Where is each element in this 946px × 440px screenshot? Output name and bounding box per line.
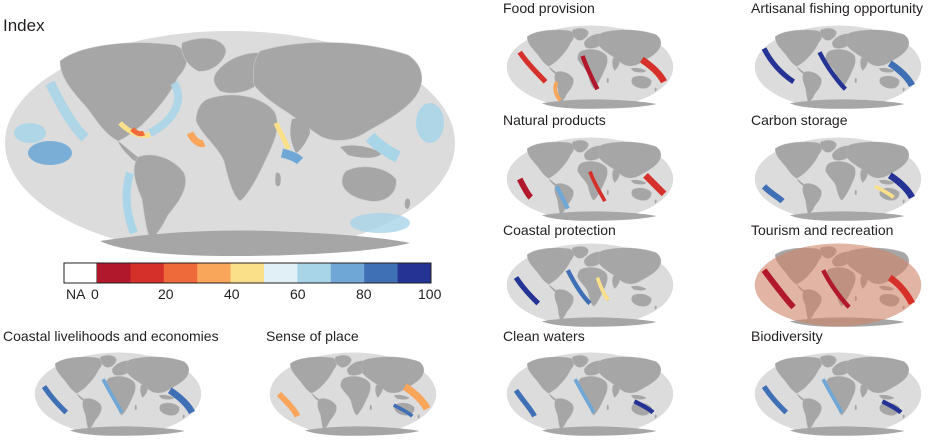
index-world-map	[5, 31, 455, 256]
legend-swatch-0	[97, 263, 131, 283]
legend-swatch-8	[364, 263, 398, 283]
color-scale-legend	[64, 263, 432, 283]
map-coastal-livelihoods	[35, 353, 202, 436]
legend-swatch-2	[164, 263, 198, 283]
legend-swatch-5	[264, 263, 298, 283]
legend-na-swatch	[64, 263, 97, 283]
map-coastal-protection	[507, 244, 674, 327]
map-tourism-recreation	[755, 244, 922, 327]
legend-swatch-6	[297, 263, 331, 283]
legend-tick-0: 0	[91, 286, 99, 302]
legend-tick-60: 60	[290, 286, 306, 302]
legend-na-label: NA	[66, 286, 85, 302]
legend-tick-100: 100	[418, 286, 441, 302]
map-biodiversity	[755, 353, 922, 436]
map-clean-waters	[507, 353, 674, 436]
map-carbon-storage	[755, 138, 922, 221]
legend-tick-40: 40	[224, 286, 240, 302]
map-food-provision	[507, 26, 674, 109]
legend-tick-80: 80	[356, 286, 372, 302]
legend-tick-20: 20	[158, 286, 174, 302]
legend-swatch-3	[197, 263, 231, 283]
map-sense-of-place	[270, 353, 437, 436]
legend-swatch-1	[130, 263, 164, 283]
legend-swatch-4	[231, 263, 265, 283]
legend-swatch-9	[398, 263, 432, 283]
map-artisanal-fishing	[755, 26, 922, 109]
map-natural-products	[507, 138, 674, 221]
legend-swatch-7	[331, 263, 365, 283]
